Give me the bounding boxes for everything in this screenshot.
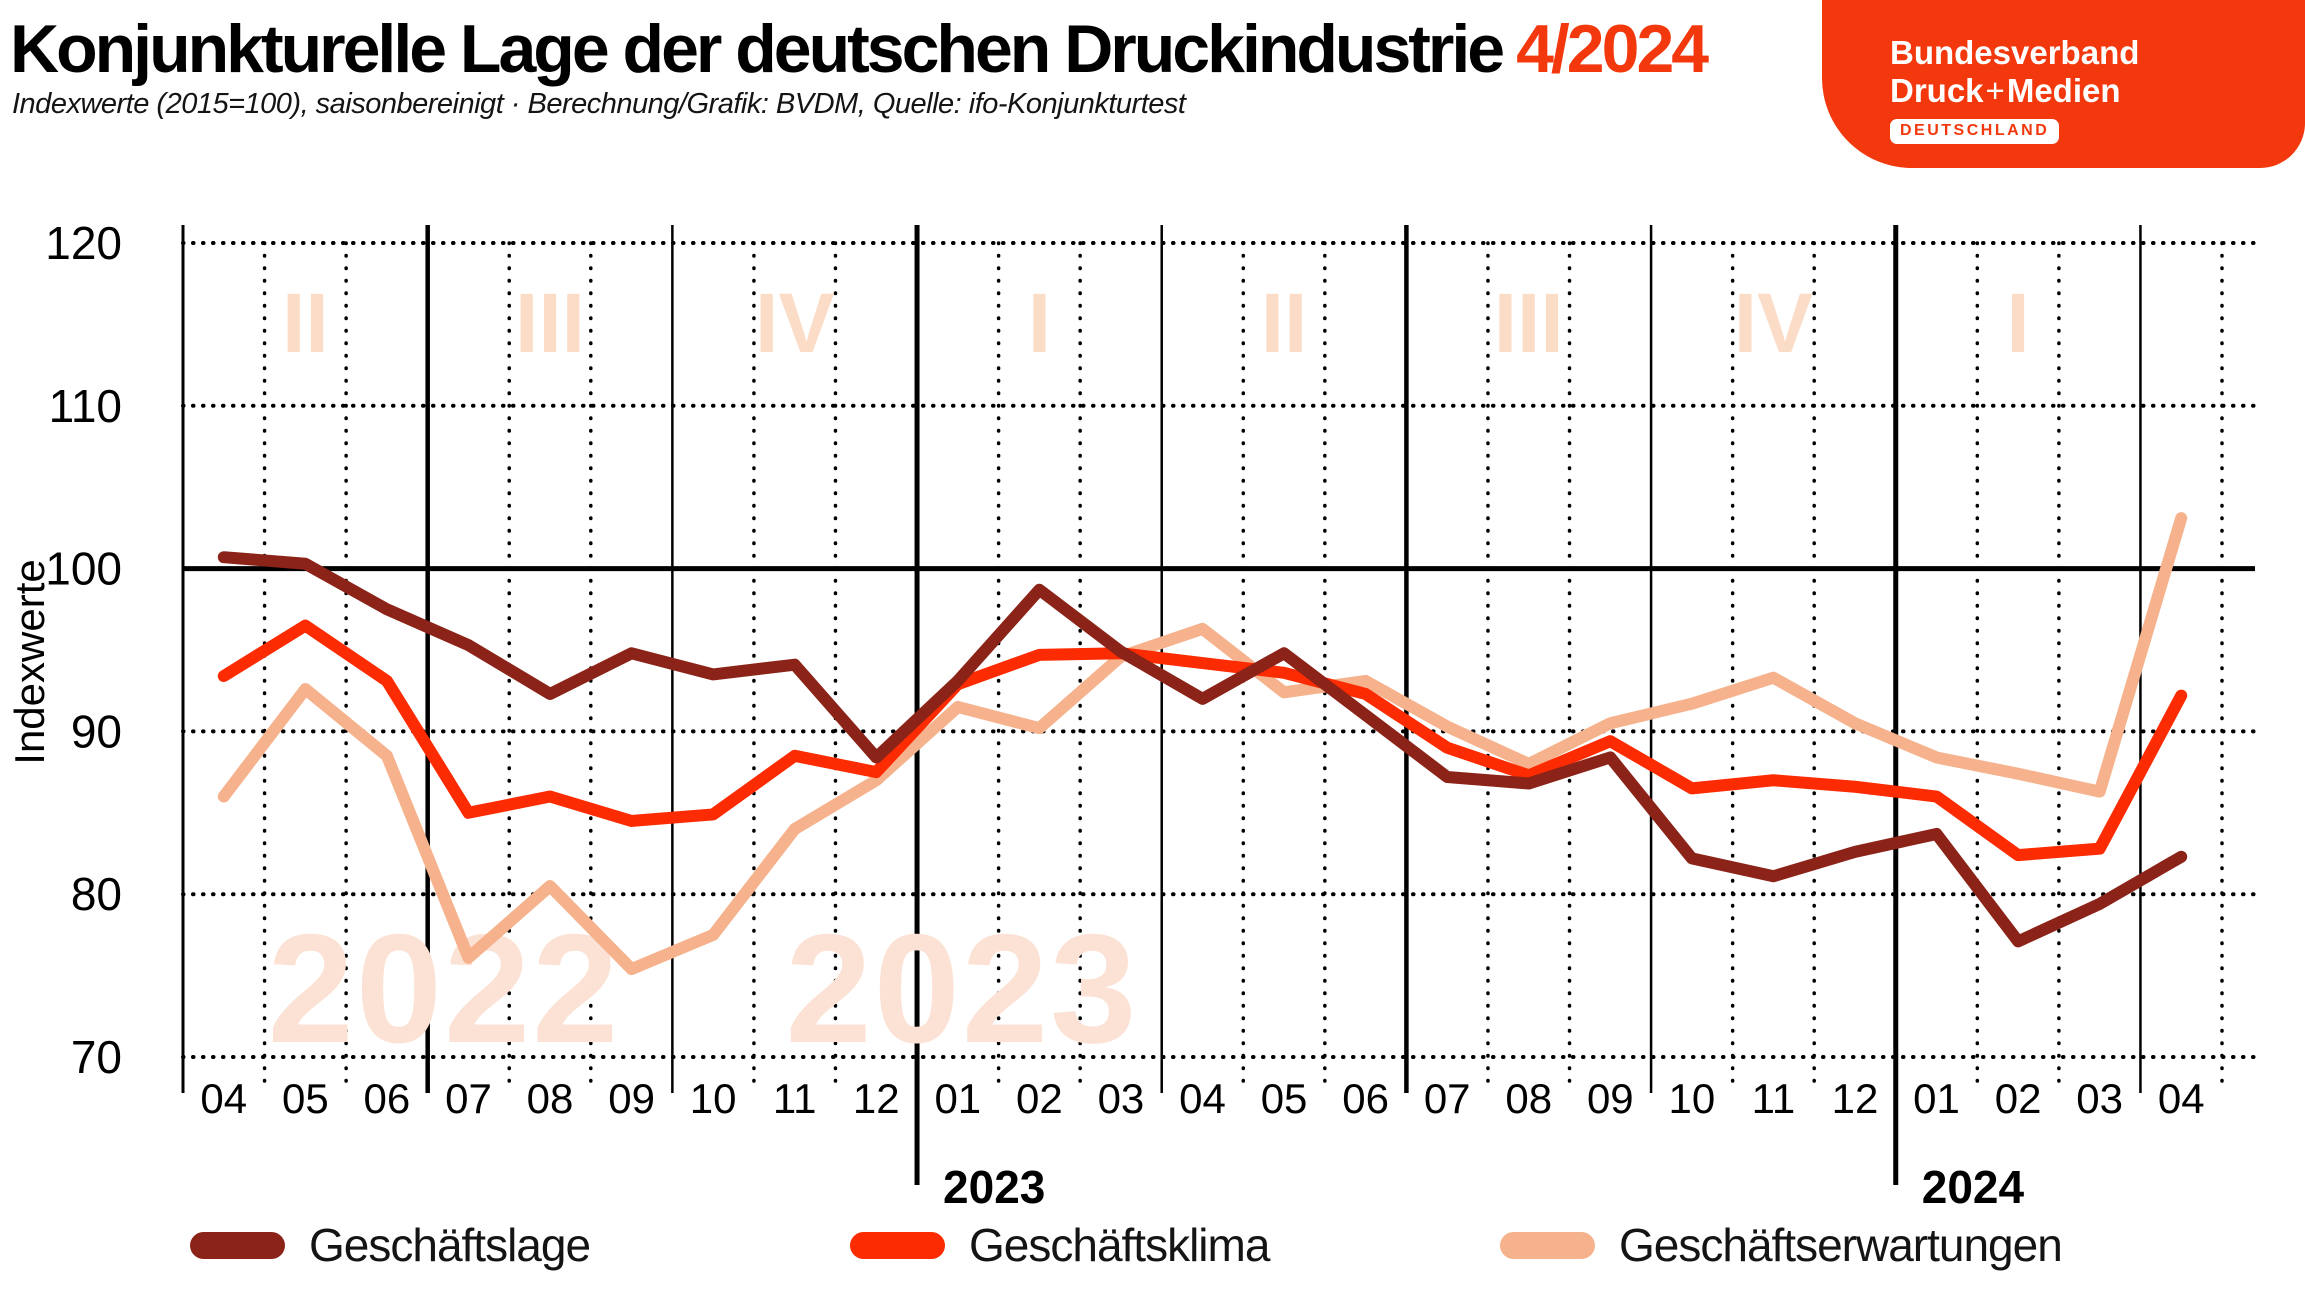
x-tick-label: 09	[1587, 1075, 1634, 1122]
x-tick-label: 11	[1752, 1075, 1796, 1122]
series-line-geschftslage	[217, 551, 2188, 948]
quarter-label-III: III	[515, 276, 585, 370]
page-title: Konjunkturelle Lage der deutschen Drucki…	[10, 10, 1770, 88]
x-tick-label: 04	[200, 1075, 247, 1122]
x-tick-label: 03	[2076, 1075, 2123, 1122]
x-tick-label: 01	[1913, 1075, 1960, 1122]
y-axis-title: Indexwerte	[6, 559, 53, 764]
year-watermark-2022: 2022	[268, 902, 621, 1075]
series-line-geschftserwartungen	[217, 512, 2188, 976]
logo-line2-post: Medien	[2006, 72, 2121, 109]
legend-item-geschaeftserwartungen: Geschäftserwartungen	[1500, 1218, 2063, 1272]
x-tick-label: 08	[527, 1075, 574, 1122]
x-tick-label: 06	[364, 1075, 411, 1122]
series-line-geschftsklima	[217, 619, 2188, 862]
logo-line2-pre: Druck	[1890, 72, 1984, 109]
legend-swatch-geschaeftsklima	[850, 1231, 945, 1259]
legend-label-geschaeftslage: Geschäftslage	[309, 1219, 591, 1271]
x-tick-label: 02	[1016, 1075, 1063, 1122]
x-tick-label: 08	[1505, 1075, 1552, 1122]
plus-cross-icon: +	[1985, 72, 2005, 109]
y-tick-label-80: 80	[71, 868, 122, 920]
x-tick-label: 10	[690, 1075, 737, 1122]
x-tick-label: 11	[773, 1075, 817, 1122]
x-tick-label: 09	[608, 1075, 655, 1122]
x-tick-label: 03	[1098, 1075, 1145, 1122]
year-axis-label-2023: 2023	[943, 1161, 1045, 1213]
legend-label-geschaeftsklima: Geschäftsklima	[969, 1219, 1270, 1271]
y-tick-label-110: 110	[49, 380, 122, 432]
page-subtitle: Indexwerte (2015=100), saisonbereinigt ·…	[12, 88, 1186, 120]
x-tick-label: 10	[1669, 1075, 1716, 1122]
quarter-label-IV: IV	[755, 276, 834, 370]
x-tick-label: 02	[1995, 1075, 2042, 1122]
quarter-label-II: II	[282, 276, 329, 370]
legend-label-geschaeftserwartungen: Geschäftserwartungen	[1619, 1219, 2063, 1271]
x-tick-label: 01	[934, 1075, 981, 1122]
quarter-label-I: I	[1028, 276, 1051, 370]
x-tick-label: 07	[1424, 1075, 1471, 1122]
quarter-label-II: II	[1261, 276, 1308, 370]
x-tick-label: 12	[853, 1075, 900, 1122]
quarter-label-III: III	[1494, 276, 1564, 370]
year-watermark-2023: 2023	[785, 902, 1138, 1075]
y-tick-label-70: 70	[71, 1031, 122, 1083]
y-tick-label-90: 90	[71, 705, 122, 757]
x-tick-label: 04	[2158, 1075, 2205, 1122]
x-tick-label: 05	[1261, 1075, 1308, 1122]
y-tick-label-120: 120	[45, 217, 122, 269]
legend-item-geschaeftslage: Geschäftslage	[190, 1218, 591, 1272]
logo-country-badge: DEUTSCHLAND	[1890, 119, 2060, 144]
y-tick-label-100: 100	[45, 543, 122, 595]
legend-item-geschaeftsklima: Geschäftsklima	[850, 1218, 1270, 1272]
chart-legend: Geschäftslage Geschäftsklima Geschäftser…	[0, 1218, 2305, 1278]
legend-swatch-geschaeftslage	[190, 1231, 285, 1259]
x-tick-label: 07	[445, 1075, 492, 1122]
logo-line2: Druck+Medien	[1890, 72, 2305, 110]
x-tick-label: 06	[1342, 1075, 1389, 1122]
legend-swatch-geschaeftserwartungen	[1500, 1231, 1595, 1259]
bvdm-logo: Bundesverband Druck+Medien DEUTSCHLAND	[1822, 0, 2305, 168]
logo-line1: Bundesverband	[1890, 34, 2140, 71]
quarter-label-IV: IV	[1734, 276, 1813, 370]
x-tick-label: 12	[1832, 1075, 1879, 1122]
quarter-label-I: I	[2006, 276, 2029, 370]
x-tick-label: 04	[1179, 1075, 1226, 1122]
page-title-text: Konjunkturelle Lage der deutschen Drucki…	[10, 11, 1505, 87]
year-axis-label-2024: 2024	[1922, 1161, 2025, 1213]
x-tick-label: 05	[282, 1075, 329, 1122]
page-title-period: 4/2024	[1516, 11, 1709, 87]
